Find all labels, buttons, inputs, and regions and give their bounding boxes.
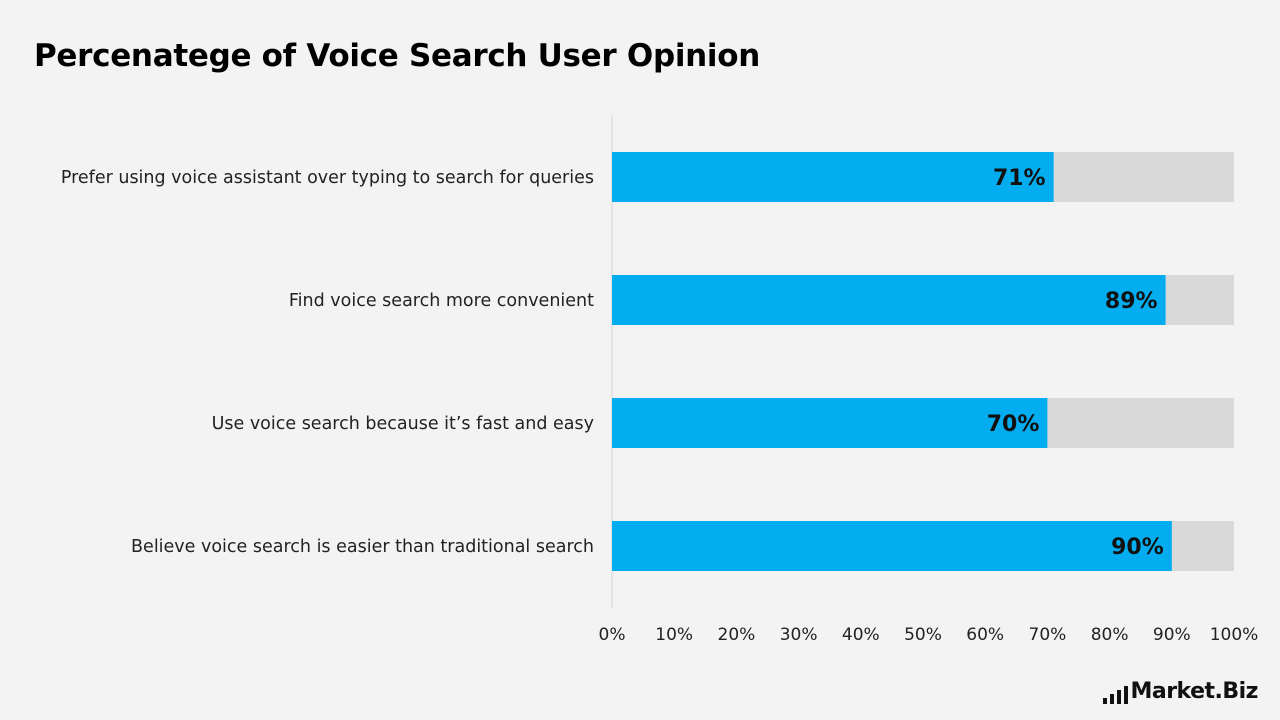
x-tick-label: 50% bbox=[904, 625, 942, 645]
bar bbox=[612, 398, 1048, 448]
x-tick-label: 40% bbox=[842, 625, 880, 645]
category-label: Prefer using voice assistant over typing… bbox=[61, 168, 594, 188]
x-tick-label: 60% bbox=[966, 625, 1004, 645]
x-tick-label: 70% bbox=[1029, 625, 1067, 645]
x-tick-label: 80% bbox=[1091, 625, 1129, 645]
data-label: 89% bbox=[1105, 289, 1158, 314]
x-tick-label: 100% bbox=[1210, 625, 1259, 645]
bar bbox=[612, 275, 1166, 325]
chart-title: Percenatege of Voice Search User Opinion bbox=[34, 38, 761, 74]
x-tick-label: 30% bbox=[780, 625, 818, 645]
category-label: Use voice search because it’s fast and e… bbox=[212, 414, 594, 434]
logo-wordmark: Market.Biz bbox=[1130, 679, 1258, 704]
category-label: Find voice search more convenient bbox=[289, 291, 594, 311]
category-label: Believe voice search is easier than trad… bbox=[131, 537, 594, 557]
data-label: 90% bbox=[1111, 535, 1164, 560]
marketbiz-logo: Market.Biz bbox=[1103, 679, 1258, 704]
x-tick-label: 90% bbox=[1153, 625, 1191, 645]
bar bbox=[612, 521, 1172, 571]
x-tick-label: 20% bbox=[718, 625, 756, 645]
data-label: 71% bbox=[993, 166, 1046, 191]
logo-bars-icon bbox=[1103, 686, 1129, 704]
bar bbox=[612, 152, 1054, 202]
x-tick-label: 0% bbox=[599, 625, 626, 645]
x-tick-label: 10% bbox=[655, 625, 693, 645]
data-label: 70% bbox=[987, 412, 1040, 437]
